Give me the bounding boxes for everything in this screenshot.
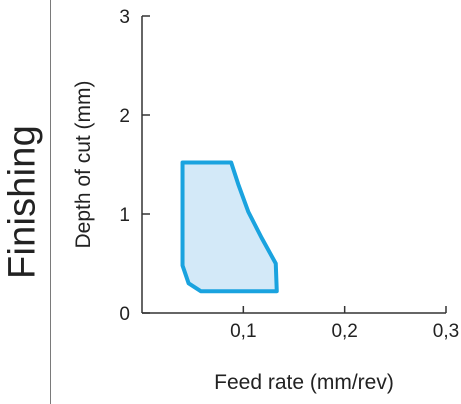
y-tick-label: 0 [119,304,130,325]
x-tick-label: 0,2 [331,321,357,342]
y-axis-ticks [142,15,150,314]
y-axis: 0 1 2 3 Depth of cut (mm) [72,7,150,325]
x-tick-label: 0,3 [433,321,459,342]
y-tick-label: 3 [119,7,130,28]
x-axis: 0,1 0,2 0,3 Feed rate (mm/rev) [142,306,459,394]
x-axis-ticks [242,306,447,313]
plot-area [180,160,279,294]
y-axis-tick-labels: 0 1 2 3 [119,7,130,325]
x-axis-label: Feed rate (mm/rev) [214,371,394,394]
y-tick-label: 1 [119,205,130,226]
y-tick-label: 2 [119,106,130,127]
x-axis-tick-labels: 0,1 0,2 0,3 [230,321,459,342]
x-tick-label: 0,1 [230,321,256,342]
feed-depth-region-outline [180,160,279,294]
feed-depth-region-fill [182,162,277,292]
vertical-separator [50,0,51,404]
y-axis-label: Depth of cut (mm) [72,80,95,248]
